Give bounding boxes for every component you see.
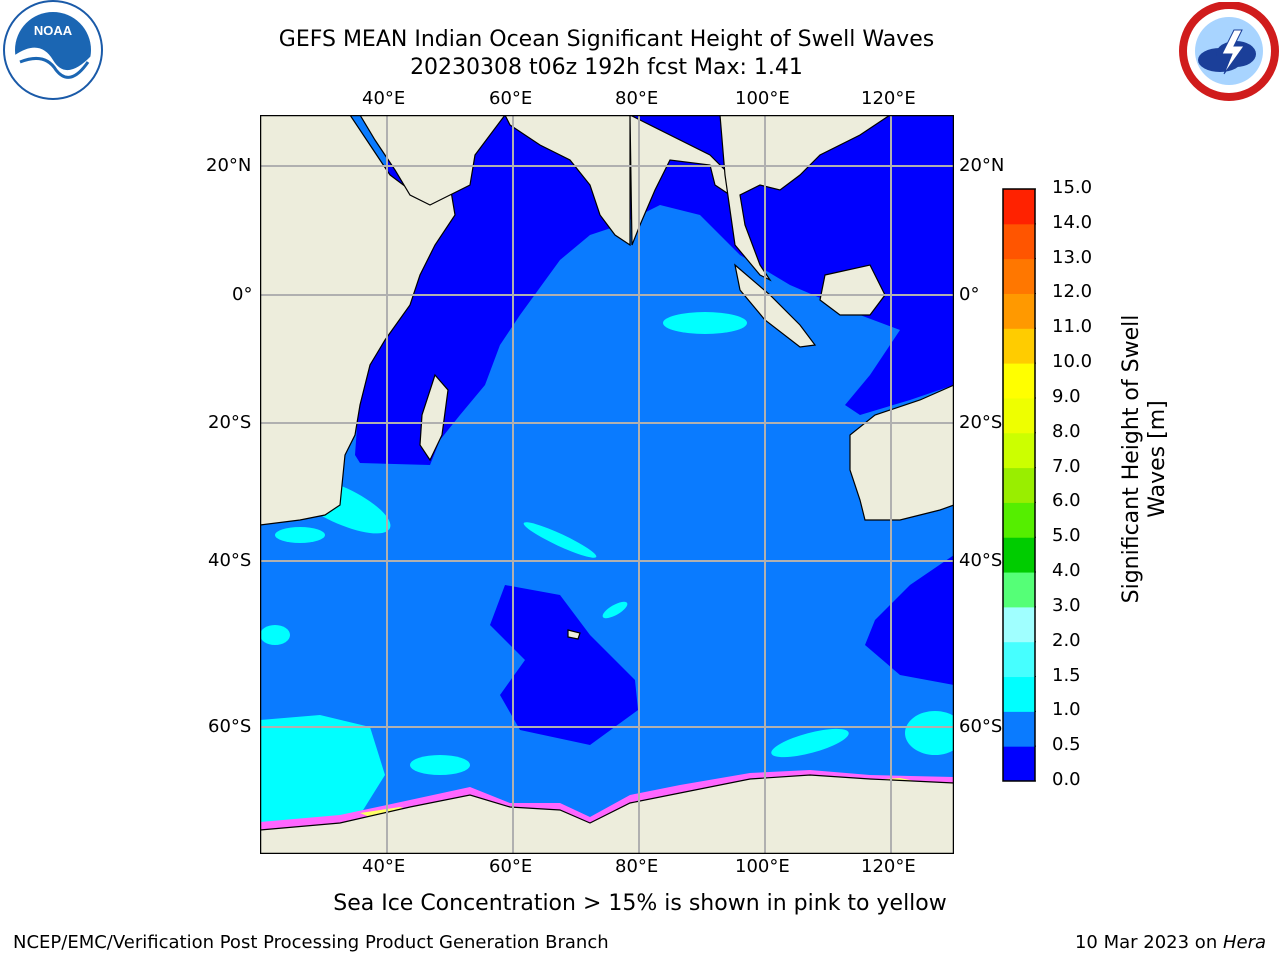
map-title: GEFS MEAN Indian Ocean Significant Heigh… [278,27,935,52]
colorbar-tick-label: 2.0 [1052,629,1081,651]
colorbar-tick-label: 1.5 [1052,664,1081,686]
map-frame [260,115,954,854]
sea-ice-caption: Sea Ice Concentration > 15% is shown in … [333,891,947,916]
noaa-logo: NOAA [3,0,103,100]
lat-label-right: 20°S [959,412,1003,433]
lon-label-bottom: 100°E [735,856,790,877]
colorbar-tick-label: 15.0 [1052,177,1093,198]
footer-host: Hera [1222,932,1266,953]
colorbar-tick-label: 0.0 [1052,769,1081,790]
lat-label-right: 40°S [959,550,1003,571]
colorbar-tick-label: 4.0 [1052,560,1081,582]
lat-label-left: 60°S [208,716,252,737]
noaa-logo-text: NOAA [34,23,73,38]
map-subtitle: 20230308 t06z 192h fcst Max: 1.41 [410,55,803,80]
lon-label-bottom: 40°E [362,856,406,877]
colorbar-bin [1003,258,1035,294]
lon-label-bottom: 60°E [489,856,533,877]
lat-label-right: 60°S [959,716,1003,737]
lat-label-left: 20°S [208,412,252,433]
colorbar-bin [1003,189,1035,225]
colorbar-bin [1003,572,1035,608]
colorbar-bin [1003,641,1035,678]
colorbar-title: Significant Height of Swell Waves [m] [1119,309,1171,609]
colorbar-bin [1003,223,1035,260]
colorbar-bin [1003,676,1035,712]
colorbar-tick-label: 13.0 [1052,246,1093,268]
low-swell-region-south [490,585,638,745]
colorbar-bin [1003,432,1035,469]
lat-label-left: 0° [232,284,253,305]
lon-label-top: 100°E [735,88,790,109]
colorbar-bin [1003,397,1035,434]
lat-label-right: 0° [959,284,980,305]
colorbar-tick-label: 9.0 [1052,385,1081,407]
colorbar-bin [1003,328,1035,364]
footer-date-text: 10 Mar 2023 on [1074,932,1223,953]
colorbar-bin [1003,502,1035,538]
lon-label-top: 60°E [489,88,533,109]
lon-label-top: 120°E [861,88,916,109]
colorbar-tick-labels: 0.0 0.5 1.0 1.5 2.0 3.0 4.0 5.0 6.0 7.0 8.0 9.0 10.0… [1052,177,1132,792]
colorbar-bin [1003,293,1035,329]
colorbar-tick-label: 6.0 [1052,490,1081,512]
low-swell-region-north [355,115,954,465]
colorbar-title-line1: Significant Height of Swell [1119,314,1144,604]
colorbar-tick-label: 3.0 [1052,594,1081,616]
footer-credit: NCEP/EMC/Verification Post Processing Pr… [13,932,609,953]
colorbar-tick-label: 0.5 [1052,734,1081,756]
lon-label-top: 80°E [615,88,659,109]
colorbar-tick-label: 1.0 [1052,699,1081,721]
lat-label-right: 20°N [959,155,1005,176]
colorbar-tick-label: 14.0 [1052,211,1093,233]
colorbar-bin [1003,746,1035,782]
colorbar-bin [1003,467,1035,503]
colorbar-tick-label: 8.0 [1052,420,1081,442]
colorbar-bin [1003,363,1035,399]
footer-date: 10 Mar 2023 on Hera [1075,932,1266,954]
colorbar-tick-label: 11.0 [1052,316,1093,338]
colorbar-tick-label: 12.0 [1052,281,1093,303]
colorbar-tick-label: 10.0 [1052,351,1093,373]
lat-label-left: 40°S [208,550,252,571]
colorbar [1002,188,1036,782]
map-area [260,115,954,854]
nws-logo [1179,2,1279,101]
low-swell-region-southeast [865,555,954,685]
lat-label-left: 20°N [206,155,252,176]
lon-label-top: 40°E [362,88,406,109]
lon-label-bottom: 80°E [615,856,659,877]
lon-label-bottom: 120°E [861,856,916,877]
colorbar-tick-label: 7.0 [1052,455,1081,477]
colorbar-bin [1003,606,1035,643]
colorbar-frame [1002,188,1036,782]
colorbar-tick-label: 5.0 [1052,525,1081,547]
graticule-lines [260,115,954,854]
land-masses [260,115,954,854]
colorbar-bin [1003,711,1035,747]
colorbar-title-line2: Waves [m] [1145,400,1170,518]
colorbar-bin [1003,537,1035,573]
